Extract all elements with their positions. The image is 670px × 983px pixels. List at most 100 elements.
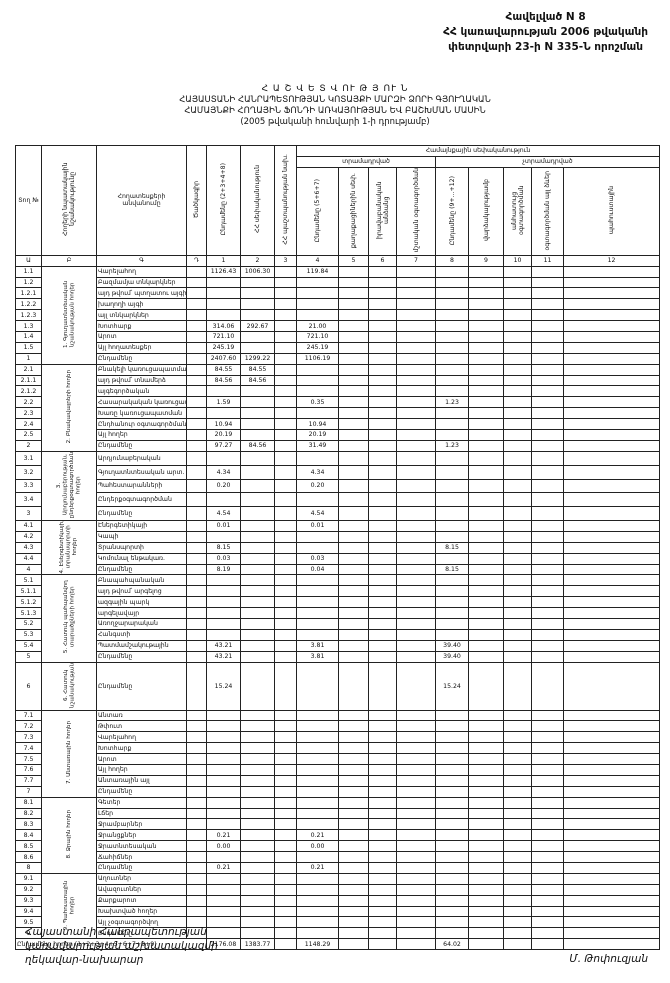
value-cell bbox=[368, 872, 397, 885]
value-cell: 314.06 bbox=[206, 320, 241, 333]
value-cell bbox=[240, 661, 275, 711]
land-type: Ջրատնտեսական bbox=[96, 840, 187, 853]
group-cell: 1. Գյուղատնտեսական նշանակության հողեր bbox=[41, 265, 97, 365]
value-cell bbox=[435, 265, 469, 278]
table-row: 1.5 Այլ հողատեսքեր 245.19 245.19 bbox=[15, 341, 660, 354]
value-cell bbox=[338, 541, 369, 554]
value-cell bbox=[368, 352, 397, 365]
value-cell bbox=[274, 331, 297, 343]
value-cell: 97.27 bbox=[206, 439, 241, 452]
value-cell: 4.34 bbox=[296, 464, 339, 480]
value-cell bbox=[563, 938, 660, 951]
code-cell bbox=[186, 883, 207, 896]
value-cell bbox=[296, 407, 339, 420]
value-cell bbox=[563, 650, 660, 663]
value-cell bbox=[338, 818, 369, 831]
value-cell bbox=[240, 276, 275, 289]
land-type: Ընդամենը bbox=[96, 563, 187, 576]
value-cell bbox=[396, 807, 436, 820]
value-cell bbox=[338, 607, 369, 620]
code-cell bbox=[186, 596, 207, 609]
land-type: Անտառ bbox=[96, 709, 187, 722]
value-cell bbox=[531, 385, 564, 398]
row-number: 8.6 bbox=[15, 851, 42, 864]
value-cell bbox=[274, 574, 297, 587]
value-cell bbox=[468, 530, 504, 543]
value-cell bbox=[368, 396, 397, 409]
value-cell bbox=[338, 450, 369, 466]
value-cell bbox=[563, 851, 660, 864]
value-cell bbox=[240, 552, 275, 565]
value-cell bbox=[396, 742, 436, 755]
value-cell bbox=[503, 872, 532, 885]
value-cell: 8.19 bbox=[206, 563, 241, 576]
value-cell bbox=[435, 331, 469, 343]
value-cell bbox=[368, 753, 397, 765]
value-cell bbox=[503, 807, 532, 820]
value-cell bbox=[503, 464, 532, 480]
value-cell bbox=[435, 385, 469, 398]
value-cell bbox=[531, 785, 564, 798]
value-cell bbox=[338, 709, 369, 722]
value-cell bbox=[435, 276, 469, 289]
value-cell bbox=[368, 916, 397, 929]
value-cell bbox=[338, 439, 369, 452]
value-cell bbox=[368, 639, 397, 652]
table-row: 7.4 Խոտհարք bbox=[15, 742, 660, 755]
row-number: 7.7 bbox=[15, 774, 42, 787]
value-cell bbox=[503, 927, 532, 940]
table-row: 4.2 Կապի bbox=[15, 530, 660, 543]
value-cell bbox=[435, 287, 469, 300]
value-cell bbox=[503, 341, 532, 354]
value-cell bbox=[396, 785, 436, 798]
value-cell bbox=[503, 774, 532, 787]
value-cell bbox=[296, 927, 339, 940]
value-cell bbox=[531, 276, 564, 289]
value-cell bbox=[240, 829, 275, 842]
table-row: 7.5 Արոտ bbox=[15, 753, 660, 765]
value-cell bbox=[368, 276, 397, 289]
land-type: Ընդամենը bbox=[96, 650, 187, 663]
value-cell bbox=[435, 851, 469, 864]
value-cell bbox=[274, 774, 297, 787]
row-number: 5.1.3 bbox=[15, 607, 42, 620]
land-type: այդ թվում՝ տնամերձ bbox=[96, 374, 187, 387]
value-cell bbox=[396, 407, 436, 420]
value-cell bbox=[240, 785, 275, 798]
row-number: 2.1.2 bbox=[15, 385, 42, 398]
header-cell: Տող № bbox=[15, 145, 42, 256]
value-cell bbox=[396, 639, 436, 652]
value-cell bbox=[468, 287, 504, 300]
land-type: Ջրամբարներ bbox=[96, 818, 187, 831]
value-cell bbox=[338, 851, 369, 864]
value-cell bbox=[396, 927, 436, 940]
value-cell: 0.03 bbox=[296, 552, 339, 565]
value-cell bbox=[563, 492, 660, 508]
value-cell bbox=[503, 407, 532, 420]
value-cell bbox=[435, 363, 469, 376]
value-cell bbox=[435, 418, 469, 431]
value-cell bbox=[531, 320, 564, 333]
land-type: Խախտված հողեր bbox=[96, 905, 187, 918]
header-text: մշտական օգտագործման bbox=[412, 168, 420, 253]
value-cell bbox=[206, 585, 241, 598]
value-cell bbox=[368, 552, 397, 565]
value-cell bbox=[368, 530, 397, 543]
value-cell: 4.54 bbox=[296, 506, 339, 522]
value-cell bbox=[368, 851, 397, 864]
value-cell: 84.56 bbox=[240, 374, 275, 387]
value-cell bbox=[206, 785, 241, 798]
value-cell bbox=[435, 552, 469, 565]
value-cell bbox=[563, 818, 660, 831]
land-type: Լճեր bbox=[96, 807, 187, 820]
code-cell bbox=[186, 618, 207, 630]
row-number: 3.4 bbox=[15, 492, 42, 508]
table-row: 2.1 2. Բնակավայրերի հողեր Բնակելի կառուցապ… bbox=[15, 363, 660, 452]
code-cell bbox=[186, 439, 207, 452]
column-number: 11 bbox=[531, 254, 564, 267]
value-cell bbox=[396, 552, 436, 565]
value-cell bbox=[274, 464, 297, 480]
value-cell bbox=[296, 287, 339, 300]
value-cell bbox=[368, 563, 397, 576]
row-number: 6 bbox=[15, 661, 42, 711]
